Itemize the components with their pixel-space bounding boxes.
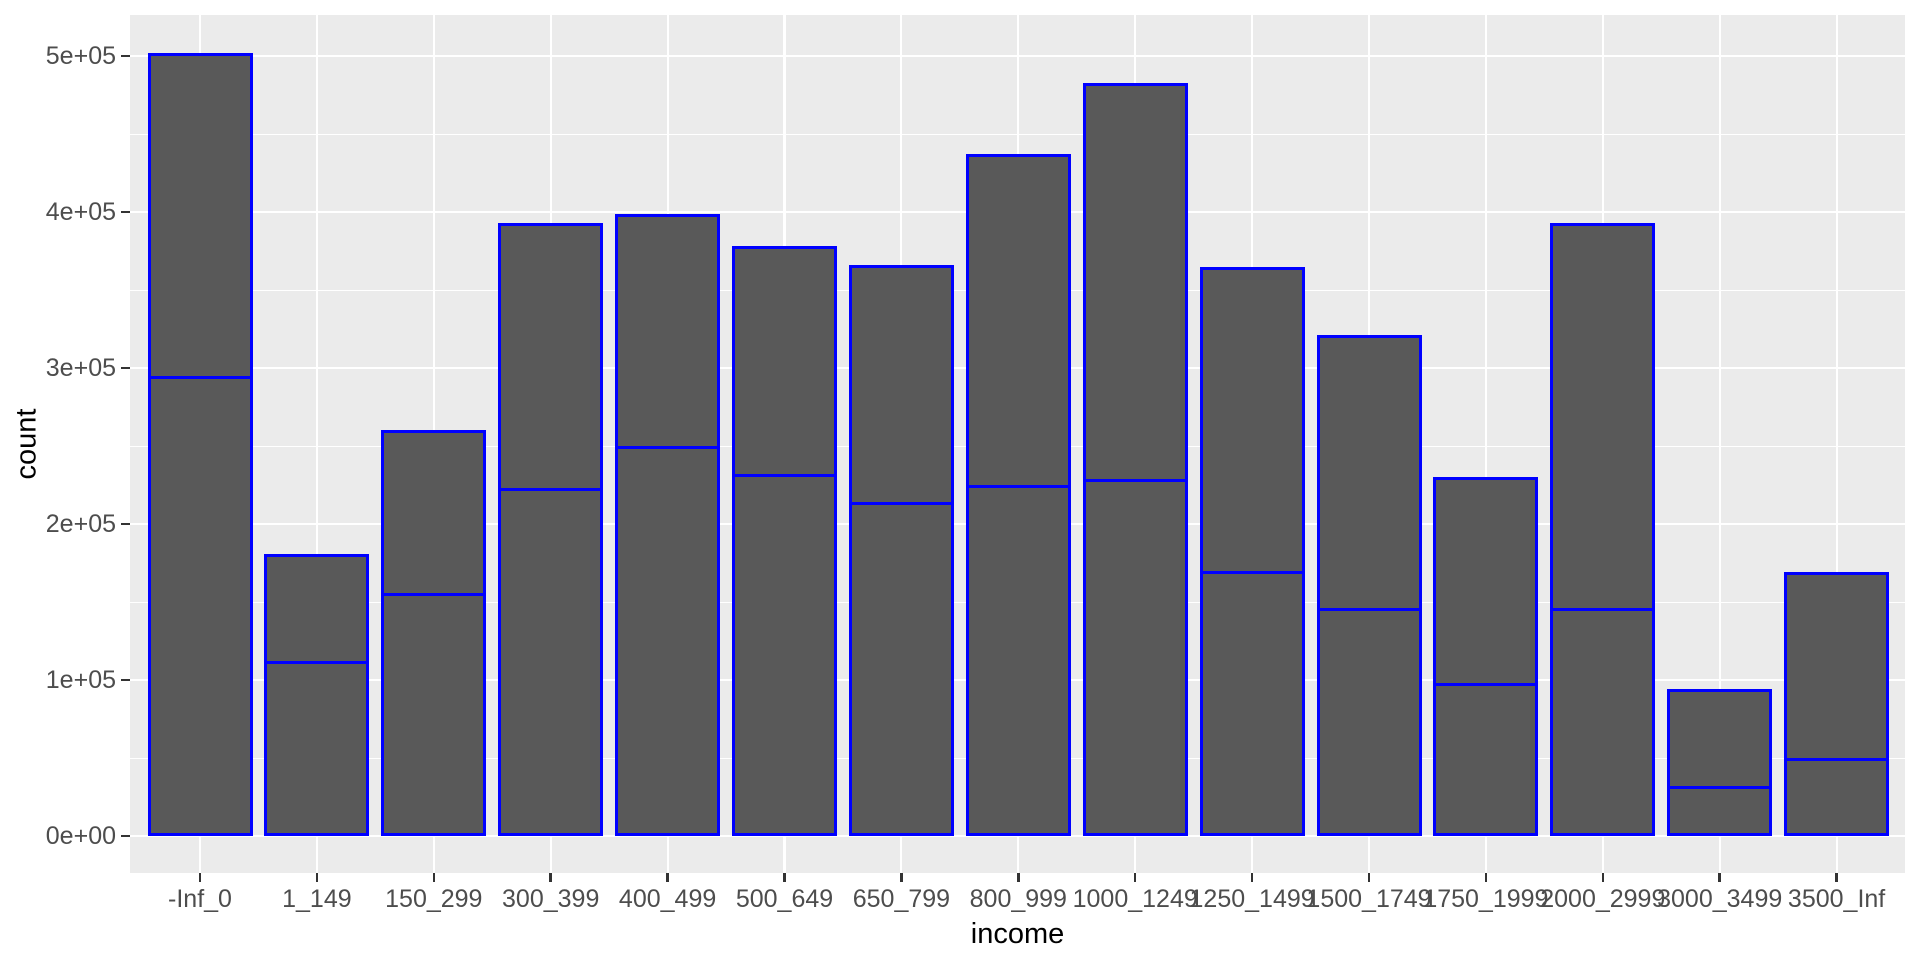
bar-150_299	[381, 430, 487, 836]
bar-divider	[1199, 570, 1305, 574]
v-gridline	[315, 15, 318, 873]
x-tick-mark	[1133, 873, 1137, 882]
x-tick-mark	[783, 873, 786, 882]
bar-1000_1249	[1082, 82, 1188, 836]
x-tick-mark	[1718, 873, 1721, 882]
y-tick-mark	[121, 678, 130, 682]
bar-divider	[848, 502, 954, 506]
x-tick-mark	[1484, 873, 1488, 882]
bar-500_649	[732, 246, 837, 836]
x-tick-label: 3000_3499	[1657, 885, 1783, 913]
y-tick-label: 3e+05	[45, 354, 116, 382]
x-tick-mark	[900, 873, 903, 882]
bar-1_149	[264, 553, 370, 836]
x-tick-label: 1_149	[282, 885, 352, 913]
y-tick-mark	[121, 54, 130, 58]
bar-divider	[732, 474, 837, 478]
y-tick-label: 0e+00	[45, 822, 116, 850]
bar-3500_Inf	[1784, 572, 1890, 836]
bar-divider	[381, 592, 487, 596]
bars-layer	[130, 15, 1905, 873]
x-tick-mark	[1367, 873, 1371, 882]
x-axis-title: income	[970, 918, 1065, 950]
x-tick-mark	[1601, 873, 1605, 882]
v-gridline	[1484, 15, 1487, 873]
x-tick-mark	[315, 873, 319, 882]
x-tick-mark	[1017, 873, 1020, 882]
x-tick-label: 500_649	[735, 885, 834, 913]
x-tick-label: 650_799	[852, 885, 951, 913]
x-tick-label: 1750_1999	[1423, 885, 1549, 913]
x-tick-mark	[549, 873, 552, 882]
x-tick-label: 800_999	[969, 885, 1067, 913]
y-axis-title: count	[10, 408, 43, 480]
x-tick-mark	[1835, 873, 1838, 882]
y-tick-mark	[121, 366, 130, 370]
bar-2000_2999	[1550, 222, 1656, 836]
y-tick-mark	[121, 210, 130, 214]
bar-divider	[147, 375, 253, 379]
x-tick-label: 2000_2999	[1540, 885, 1666, 913]
v-gridline	[1718, 15, 1721, 873]
bar-divider	[498, 488, 604, 492]
bar-3000_3499	[1667, 689, 1773, 836]
bar-divider	[1667, 786, 1773, 790]
bar-divider	[264, 661, 370, 665]
bar-divider	[965, 485, 1071, 489]
y-tick-label: 5e+05	[45, 42, 116, 70]
x-tick-label: 1250_1499	[1189, 885, 1315, 913]
bar-divider	[1316, 608, 1422, 612]
bar-300_399	[498, 222, 604, 836]
bar-1500_1749	[1316, 335, 1422, 836]
bar-800_999	[965, 154, 1071, 836]
y-tick-label: 1e+05	[45, 666, 116, 694]
x-tick-label: 300_399	[502, 885, 600, 913]
bar-400_499	[615, 213, 721, 836]
x-tick-label: 400_499	[618, 885, 717, 913]
y-tick-mark	[121, 834, 130, 838]
x-tick-mark	[666, 873, 669, 882]
y-tick-label: 2e+05	[45, 510, 116, 538]
y-tick-mark	[121, 522, 130, 526]
bar-divider	[1550, 608, 1656, 612]
x-tick-label: 3500_Inf	[1787, 885, 1886, 913]
bar-divider	[1433, 683, 1539, 687]
bar-divider	[615, 446, 721, 450]
x-tick-label: 150_299	[385, 885, 483, 913]
bar-1250_1499	[1199, 266, 1305, 836]
bar-divider	[1082, 478, 1188, 482]
x-tick-mark	[432, 873, 436, 882]
x-tick-label: 1500_1749	[1306, 885, 1432, 913]
x-tick-mark	[198, 873, 202, 882]
v-gridline	[1835, 15, 1838, 873]
x-tick-label: -Inf_0	[168, 885, 232, 913]
x-tick-label: 1000_1249	[1072, 885, 1198, 913]
bar--Inf_0	[147, 52, 253, 836]
bar-650_799	[848, 265, 954, 836]
x-tick-mark	[1250, 873, 1254, 882]
bar-divider	[1784, 758, 1890, 762]
y-tick-label: 4e+05	[45, 198, 116, 226]
plot-panel	[130, 15, 1905, 873]
bar-1750_1999	[1433, 477, 1539, 836]
